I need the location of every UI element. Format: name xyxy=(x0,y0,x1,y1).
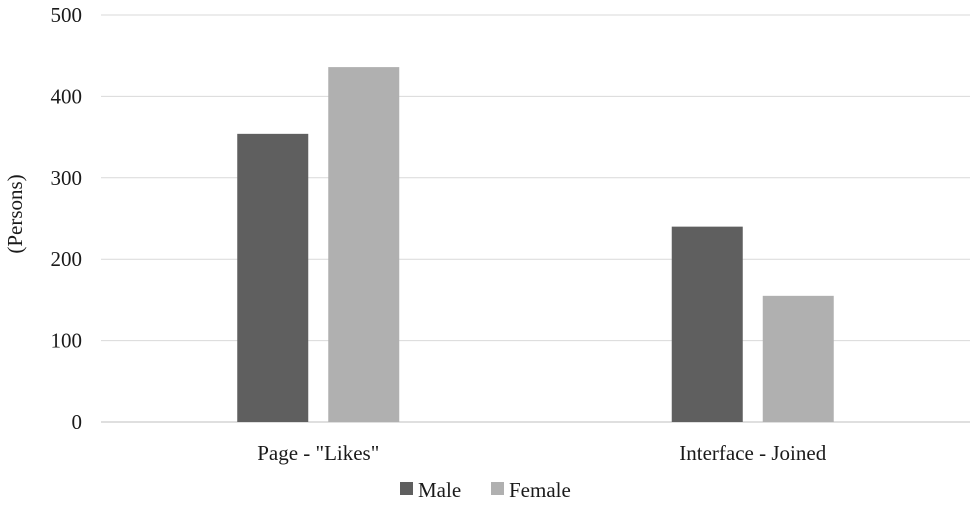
legend: Male Female xyxy=(400,478,571,502)
y-tick-label-0: 0 xyxy=(72,410,83,434)
legend-label-male: Male xyxy=(418,478,461,502)
x-category-label-0: Page - "Likes" xyxy=(257,441,379,465)
y-tick-label-400: 400 xyxy=(51,84,83,108)
bar-male-0 xyxy=(237,133,309,422)
y-axis-ticks: 0 100 200 300 400 500 xyxy=(51,3,83,434)
y-tick-label-300: 300 xyxy=(51,166,83,190)
gridlines xyxy=(101,14,970,423)
legend-swatch-male xyxy=(400,482,413,495)
legend-swatch-female xyxy=(491,482,504,495)
x-axis-categories: Page - "Likes" Interface - Joined xyxy=(257,441,827,465)
y-axis-title: (Persons) xyxy=(3,174,27,253)
x-category-label-1: Interface - Joined xyxy=(679,441,826,465)
bar-female-1 xyxy=(762,295,834,422)
legend-label-female: Female xyxy=(509,478,571,502)
bar-female-0 xyxy=(328,67,400,422)
y-tick-label-200: 200 xyxy=(51,247,83,271)
y-tick-label-500: 500 xyxy=(51,3,83,27)
y-tick-label-100: 100 xyxy=(51,329,83,353)
bar-male-1 xyxy=(671,226,743,422)
bars xyxy=(237,67,834,422)
